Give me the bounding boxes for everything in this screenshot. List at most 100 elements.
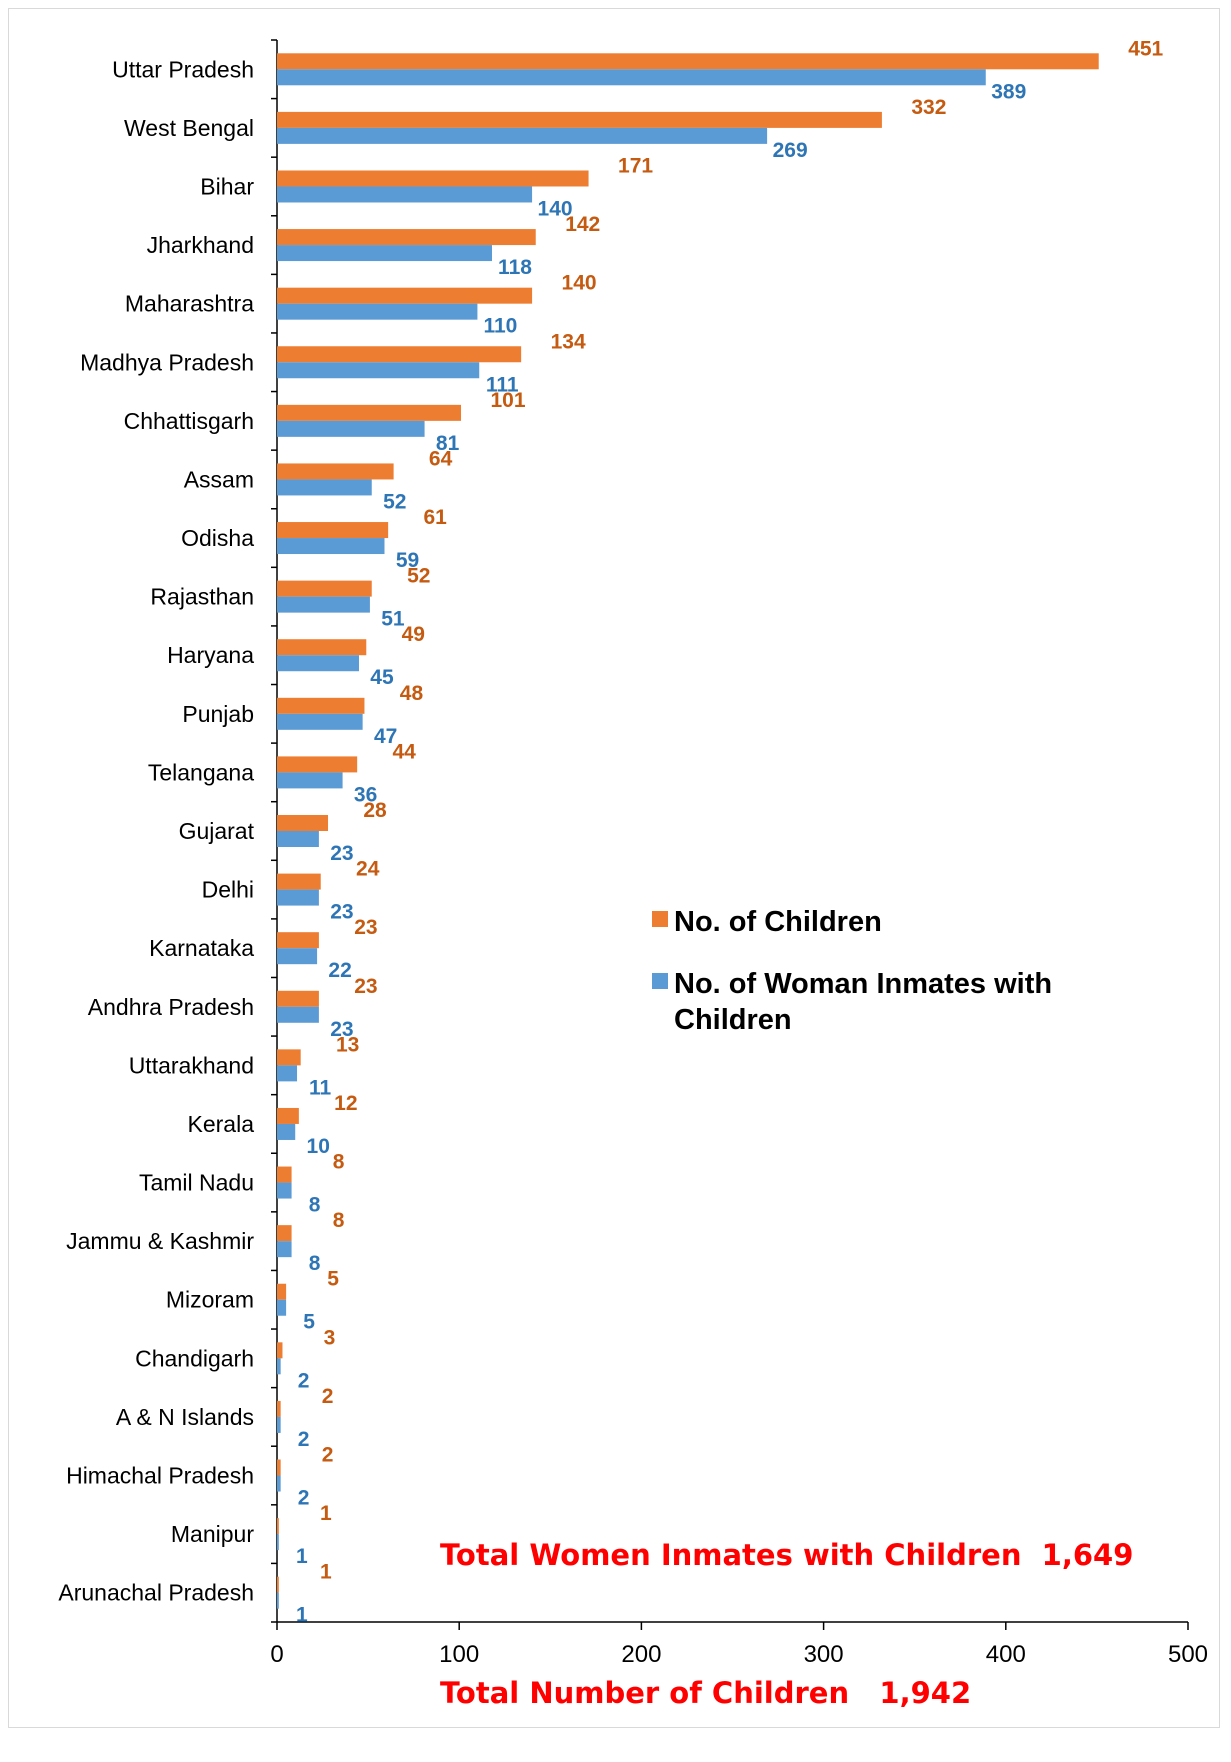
data-label-children: 2 — [322, 1385, 334, 1408]
bar-inmates — [277, 479, 372, 496]
category-label: Maharashtra — [125, 291, 254, 317]
bar-inmates — [277, 713, 363, 730]
category-label: Chandigarh — [135, 1345, 254, 1371]
data-label-children: 1 — [320, 1502, 332, 1525]
bar-inmates — [277, 186, 533, 203]
data-label-inmates: 2 — [298, 1487, 310, 1510]
bar-children — [277, 229, 536, 246]
bar-children — [277, 1342, 283, 1359]
bar-children — [277, 170, 589, 187]
bar-children — [277, 346, 522, 363]
bar-children — [277, 932, 319, 949]
data-label-children: 48 — [400, 682, 424, 705]
bar-inmates — [277, 420, 425, 437]
data-label-children: 52 — [407, 565, 430, 588]
data-label-children: 61 — [423, 506, 447, 529]
category-label: Assam — [184, 466, 254, 492]
category-label: Jammu & Kashmir — [66, 1228, 254, 1254]
data-label-inmates: 1 — [296, 1545, 308, 1568]
category-label: Madhya Pradesh — [80, 349, 254, 375]
data-label-children: 24 — [356, 858, 380, 881]
data-label-children: 101 — [490, 389, 525, 412]
data-label-children: 171 — [618, 154, 653, 177]
data-label-inmates: 8 — [309, 1194, 321, 1217]
category-label: Arunachal Pradesh — [58, 1580, 254, 1606]
data-label-children: 1 — [320, 1561, 332, 1584]
category-label: Himachal Pradesh — [66, 1463, 254, 1489]
data-label-children: 44 — [392, 740, 416, 763]
category-label: Gujarat — [179, 818, 255, 844]
data-label-inmates: 11 — [309, 1076, 332, 1099]
bar-children — [277, 1576, 279, 1593]
data-label-children: 2 — [322, 1444, 334, 1467]
data-label-children: 13 — [336, 1033, 359, 1056]
bar-inmates — [277, 655, 359, 672]
data-label-children: 451 — [1128, 37, 1163, 60]
bar-inmates — [277, 1592, 279, 1609]
bar-children — [277, 1518, 279, 1535]
bar-children — [277, 287, 533, 304]
bar-children — [277, 1400, 281, 1417]
bar-inmates — [277, 772, 343, 789]
category-label: Uttarakhand — [129, 1052, 254, 1078]
bar-children — [277, 697, 365, 714]
category-label: West Bengal — [124, 115, 254, 141]
bar-children — [277, 1225, 292, 1242]
legend-swatch-children — [652, 911, 668, 927]
data-label-inmates: 110 — [483, 315, 517, 338]
data-label-inmates: 23 — [330, 842, 353, 865]
category-label: Telangana — [148, 759, 254, 785]
data-label-inmates: 23 — [330, 901, 353, 924]
data-label-inmates: 10 — [307, 1135, 330, 1158]
data-label-inmates: 59 — [396, 549, 419, 572]
data-label-children: 140 — [562, 272, 597, 295]
data-label-children: 23 — [354, 916, 377, 939]
bar-children — [277, 463, 394, 480]
x-tick-label: 400 — [986, 1641, 1026, 1668]
legend-item-inmates: No. of Woman Inmates with Children — [652, 966, 1122, 1038]
data-label-inmates: 81 — [436, 432, 460, 455]
total-children: Total Number of Children 1,942 — [440, 1676, 972, 1710]
category-label: Delhi — [202, 877, 254, 903]
x-tick-label: 0 — [270, 1641, 283, 1668]
bar-children — [277, 404, 462, 421]
bar-children — [277, 111, 882, 128]
x-tick-label: 200 — [621, 1641, 661, 1668]
data-label-children: 5 — [327, 1268, 339, 1291]
totals-annotation: Total Women Inmates with Children 1,649 … — [440, 1440, 1133, 1762]
bar-inmates — [277, 1241, 292, 1258]
bar-children — [277, 522, 389, 539]
bar-inmates — [277, 596, 370, 613]
bar-inmates — [277, 538, 385, 555]
bar-children — [277, 1107, 299, 1124]
bar-inmates — [277, 1182, 292, 1199]
bar-inmates — [277, 245, 492, 262]
data-label-inmates: 2 — [298, 1369, 310, 1392]
bar-inmates — [277, 1358, 281, 1375]
data-label-inmates: 269 — [773, 139, 808, 162]
bar-children — [277, 1166, 292, 1183]
bar-inmates — [277, 1065, 298, 1082]
legend-label-children: No. of Children — [674, 906, 882, 938]
bar-children — [277, 990, 319, 1007]
bar-children — [277, 756, 358, 773]
category-label: Haryana — [167, 642, 254, 668]
data-label-inmates: 36 — [354, 783, 377, 806]
bar-inmates — [277, 1475, 281, 1492]
legend-label-inmates: No. of Woman Inmates with Children — [674, 968, 1053, 1036]
bar-inmates — [277, 69, 986, 86]
bar-children — [277, 1459, 281, 1476]
bar-inmates — [277, 303, 478, 320]
category-label: Mizoram — [166, 1287, 254, 1313]
data-label-children: 49 — [402, 623, 425, 646]
x-tick-label: 300 — [804, 1641, 844, 1668]
data-label-inmates: 2 — [298, 1428, 310, 1451]
data-label-inmates: 45 — [370, 666, 394, 689]
data-label-children: 12 — [334, 1092, 357, 1115]
category-label: Jharkhand — [147, 232, 254, 258]
legend: No. of Children No. of Woman Inmates wit… — [652, 904, 1122, 1064]
chart-frame — [8, 8, 1220, 1728]
legend-swatch-inmates — [652, 973, 668, 989]
category-label: Rajasthan — [150, 584, 254, 610]
